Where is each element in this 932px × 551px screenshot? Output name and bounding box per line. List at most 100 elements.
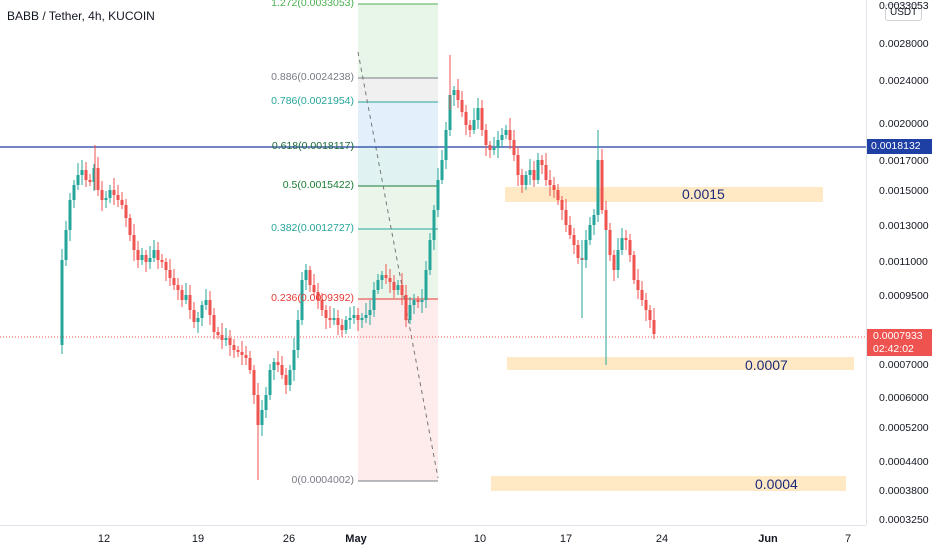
price-tick: 0.0024000 (879, 75, 929, 87)
candle-body (328, 318, 332, 320)
candle-body (620, 238, 624, 250)
candle-body (404, 295, 408, 320)
candle-body (168, 270, 172, 278)
candle-body (216, 332, 220, 335)
candle-body (388, 278, 392, 282)
candle-body (380, 275, 384, 280)
candle-body (88, 180, 92, 182)
candle-body (208, 300, 212, 315)
candle-body (248, 358, 252, 370)
candle-body (336, 318, 340, 325)
candle-body (568, 225, 572, 235)
symbol-title[interactable]: BABB / Tether, 4h, KUCOIN (7, 9, 155, 23)
price-chart[interactable] (0, 0, 866, 525)
candle-body (80, 170, 84, 175)
candle-body (120, 200, 124, 205)
candle-body (480, 108, 484, 130)
candle-body (648, 310, 652, 320)
horizontal-line-price-badge: 0.0018132 (867, 139, 932, 154)
candle-body (184, 295, 188, 300)
time-axis[interactable]: 12 19 26 May 10 17 24 Jun 7 (0, 525, 866, 551)
price-tick: 0.0007000 (879, 359, 929, 371)
time-tick: 10 (473, 533, 487, 545)
candle-body (192, 310, 196, 322)
time-tick: 24 (655, 533, 669, 545)
price-tick: 0.0013000 (879, 220, 929, 232)
candle-body (528, 170, 532, 175)
candle-body (104, 198, 108, 200)
price-tick: 0.0015000 (879, 185, 929, 197)
candle-body (476, 108, 480, 120)
time-tick: 7 (844, 533, 852, 545)
candle-body (112, 190, 116, 195)
candle-body (116, 195, 120, 200)
fib-band (358, 102, 438, 147)
candle-body (176, 285, 180, 290)
time-tick: 26 (282, 533, 296, 545)
price-tick: 0.0028000 (879, 38, 929, 50)
candle-body (364, 315, 368, 318)
fib-band (358, 78, 438, 102)
candle-body (612, 255, 616, 270)
candle-body (292, 350, 296, 370)
candle-body (236, 350, 240, 352)
last-price-badge: 0.0007933 02:42:02 (867, 329, 932, 356)
candle-body (300, 280, 304, 320)
candle-body (144, 255, 148, 262)
candle-body (68, 200, 72, 230)
candle-body (332, 318, 336, 320)
candle-body (556, 190, 560, 200)
candle-body (440, 160, 444, 180)
currency-button[interactable]: USDT (885, 4, 923, 21)
candle-body (140, 255, 144, 260)
fib-level-label: 0.236(0.0009392) (271, 292, 354, 304)
candle-body (616, 250, 620, 270)
time-tick: May (345, 533, 367, 545)
fib-level-label: 0.786(0.0021954) (271, 95, 354, 107)
candle-body (348, 318, 352, 320)
candle-body (188, 295, 192, 310)
candle-body (252, 370, 256, 395)
candle-body (172, 278, 176, 285)
candle-body (420, 300, 424, 302)
candle-body (392, 282, 396, 290)
candle-body (424, 270, 428, 300)
price-tick: 0.0006000 (879, 392, 929, 404)
candle-body (164, 262, 168, 270)
candle-body (492, 148, 496, 150)
time-tick: 12 (97, 533, 111, 545)
candle-body (308, 270, 312, 285)
candle-body (632, 255, 636, 280)
fib-level-label: 1.272(0.0033053) (271, 0, 354, 9)
bar-countdown: 02:42:02 (873, 343, 914, 355)
candle-body (636, 280, 640, 290)
candle-body (544, 165, 548, 180)
candle-body (532, 170, 536, 180)
candle-body (128, 218, 132, 235)
price-tick: 0.0003250 (879, 514, 929, 526)
candle-body (472, 120, 476, 130)
price-tick: 0.0020000 (879, 118, 929, 130)
candle-body (628, 240, 632, 255)
price-tick: 0.0017000 (879, 155, 929, 167)
candle-body (72, 185, 76, 200)
candle-body (296, 320, 300, 350)
candle-body (368, 310, 372, 315)
candle-body (496, 140, 500, 148)
zone-0004 (491, 476, 846, 491)
candle-body (196, 318, 200, 322)
candle-body (228, 338, 232, 345)
candle-body (644, 300, 648, 310)
candle-body (416, 300, 420, 302)
price-axis[interactable]: USDT 0.0033053 0.0028000 0.0024000 0.002000… (866, 0, 932, 526)
candle-body (536, 160, 540, 180)
candle-body (108, 190, 112, 198)
candle-body (584, 240, 588, 260)
fib-band-lower (358, 299, 438, 481)
candle-body (100, 190, 104, 200)
last-price: 0.0007933 (873, 330, 923, 342)
candle-body (288, 370, 292, 385)
candle-body (384, 275, 388, 278)
candle-body (64, 230, 68, 260)
candle-body (508, 130, 512, 140)
